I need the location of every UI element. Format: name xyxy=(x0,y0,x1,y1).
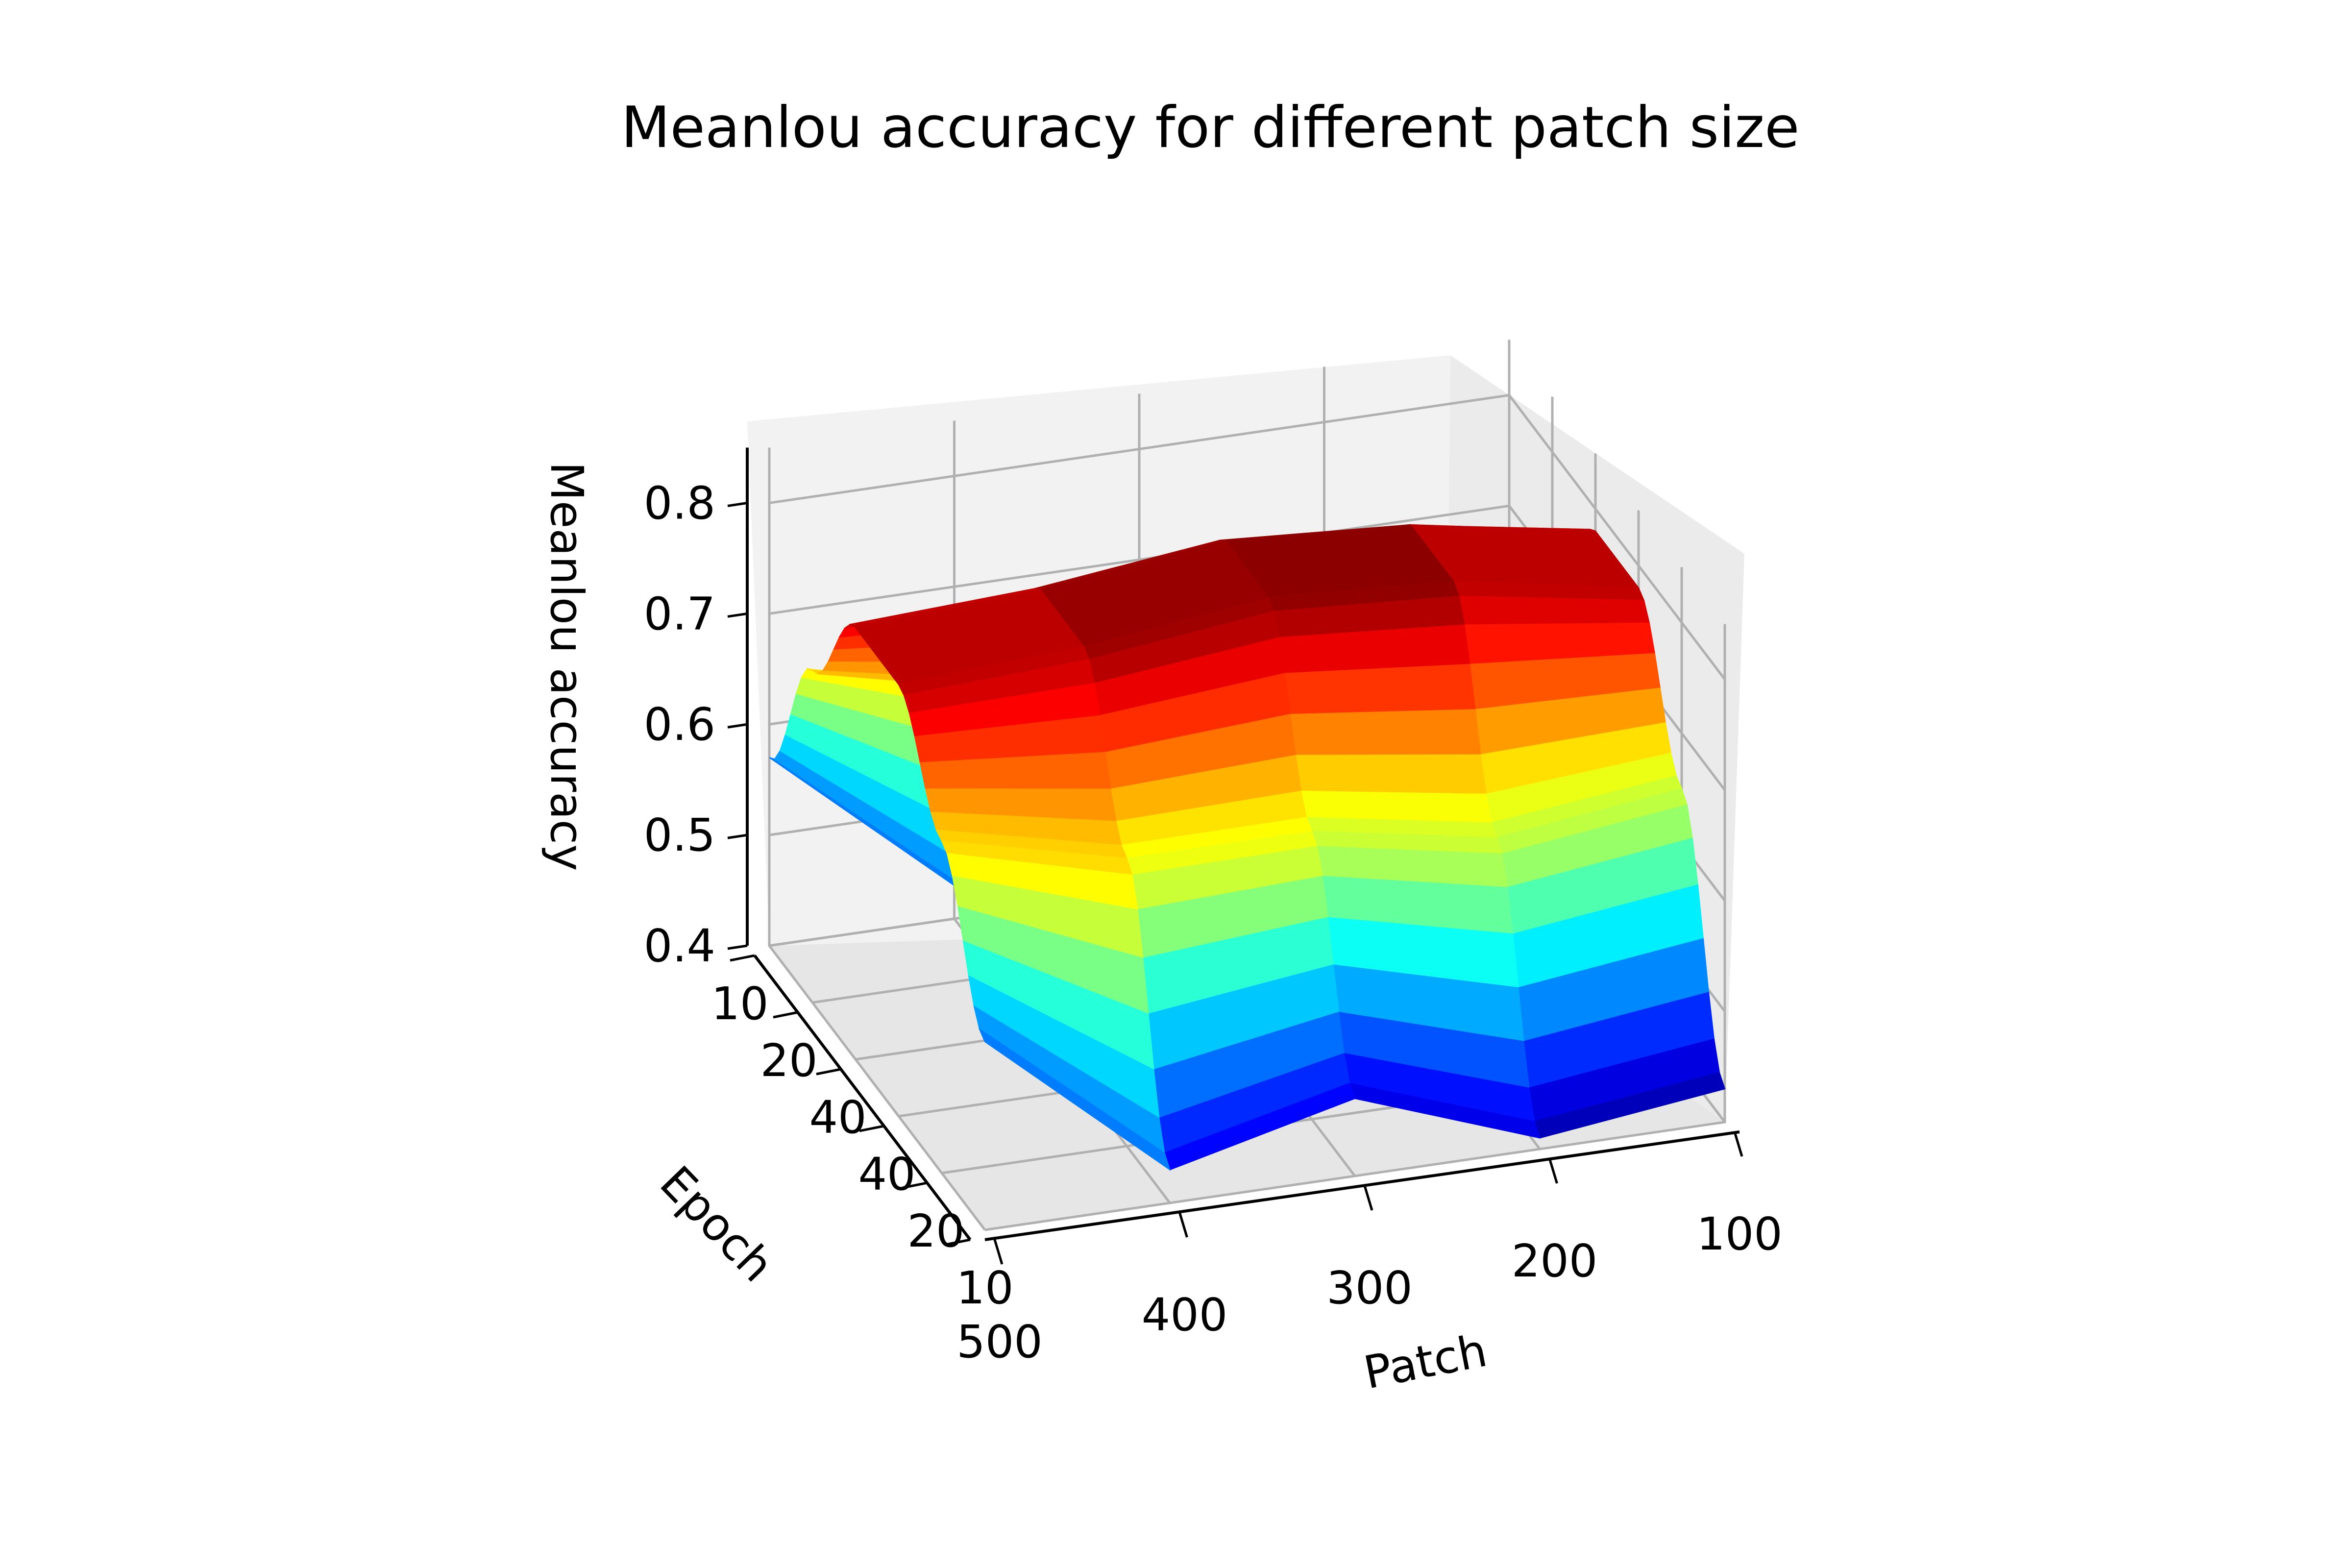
x-tick xyxy=(1178,1212,1188,1238)
chart-title: Meanlou accuracy for different patch siz… xyxy=(621,95,1799,161)
surface xyxy=(769,524,1726,1171)
axes: 0.40.50.60.70.81020404020105004003002001… xyxy=(644,447,1783,1368)
y-tick-label: 40 xyxy=(858,1148,915,1200)
x-tick-label: 200 xyxy=(1512,1235,1598,1287)
z-tick xyxy=(727,723,748,729)
z-tick-label: 0.7 xyxy=(644,588,715,640)
y-tick xyxy=(730,954,755,962)
y-tick-label: 40 xyxy=(809,1091,866,1144)
z-tick-label: 0.4 xyxy=(644,920,715,972)
surface-patch xyxy=(1458,595,1650,626)
x-tick xyxy=(1733,1131,1743,1157)
x-tick-label: 100 xyxy=(1696,1208,1783,1260)
surface-patch xyxy=(1289,709,1481,756)
x-axis-label: Patch xyxy=(1360,1324,1491,1399)
x-axis-line xyxy=(984,1130,1740,1241)
y-tick xyxy=(773,1011,798,1019)
x-tick-label: 300 xyxy=(1326,1262,1413,1314)
z-tick xyxy=(727,501,748,507)
y-gridline xyxy=(984,624,1726,1231)
x-tick-label: 400 xyxy=(1142,1289,1228,1341)
x-tick xyxy=(993,1239,1004,1265)
x-tick xyxy=(1548,1158,1558,1184)
z-tick xyxy=(727,944,748,950)
x-tick-label: 500 xyxy=(956,1316,1043,1368)
x-tick xyxy=(1363,1185,1373,1211)
z-tick xyxy=(727,612,748,618)
z-tick-label: 0.8 xyxy=(644,477,715,529)
surface-patch xyxy=(1295,754,1487,795)
y-tick-label: 20 xyxy=(907,1205,964,1257)
z-axis-label: Meanlou accuracy xyxy=(540,462,593,871)
y-tick-label: 20 xyxy=(760,1034,817,1087)
y-axis-line xyxy=(753,955,972,1241)
y-tick xyxy=(945,1238,971,1246)
y-tick xyxy=(859,1125,884,1132)
y-tick xyxy=(816,1068,841,1076)
y-tick-label: 10 xyxy=(711,978,768,1030)
z-tick-label: 0.5 xyxy=(644,809,715,861)
surface-patch xyxy=(978,1028,1171,1171)
y-axis-label: Epoch xyxy=(650,1156,784,1292)
y-tick xyxy=(902,1181,928,1189)
surface-patch xyxy=(1284,663,1476,715)
z-tick-label: 0.6 xyxy=(644,698,715,751)
z-tick xyxy=(727,833,748,839)
y-tick-label: 10 xyxy=(956,1262,1013,1314)
